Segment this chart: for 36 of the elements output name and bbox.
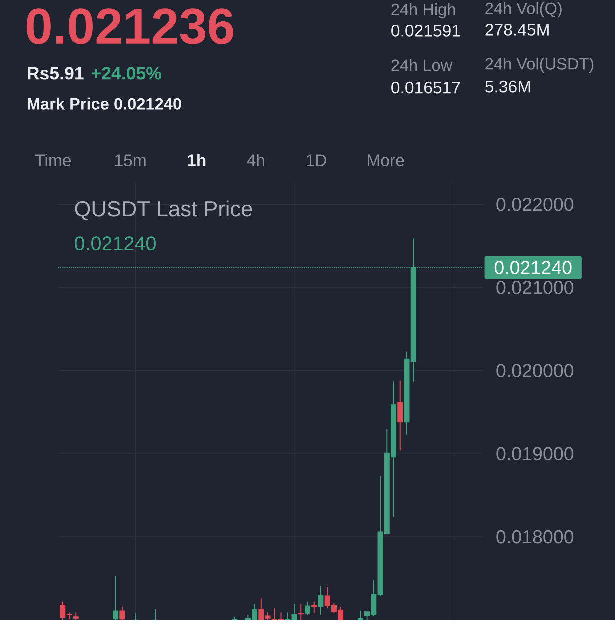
y-tick-label: 0.021000 — [496, 281, 574, 294]
candlestick — [311, 601, 317, 614]
text: Rs5.91 — [28, 67, 84, 80]
text: 0.021236 — [26, 8, 234, 44]
ref-line-label: 0.021240 — [494, 261, 572, 274]
text: 5.36M — [485, 80, 530, 93]
candlestick — [398, 380, 403, 452]
candlestick — [304, 601, 310, 616]
text: QUSDT Last Price — [75, 200, 252, 221]
text: 1D — [306, 154, 326, 166]
text: 0.021240 — [74, 236, 156, 251]
text: 24h Low — [392, 59, 453, 72]
candlestick — [152, 608, 158, 621]
candlestick — [112, 576, 118, 621]
text: 1h — [188, 154, 206, 166]
candlestick — [298, 604, 304, 621]
text: More — [368, 154, 404, 166]
candlestick — [120, 606, 126, 621]
y-tick-label: 0.019000 — [496, 447, 574, 461]
text: 278.45M — [486, 24, 549, 36]
text: 0.021591 — [391, 24, 460, 37]
text: 4h — [247, 154, 264, 166]
text: Mark Price 0.021240 — [28, 98, 182, 110]
y-tick-label: 0.022000 — [496, 198, 574, 212]
text: 0.016517 — [391, 82, 460, 94]
y-tick-label: 0.020000 — [496, 364, 574, 378]
candlestick — [132, 613, 138, 621]
candlestick — [358, 610, 364, 621]
text: +24.05% — [92, 67, 162, 80]
text: 24h Vol(USDT) — [486, 58, 594, 74]
text: Time — [35, 154, 71, 166]
candlestick — [318, 586, 324, 616]
text: 15m — [115, 154, 146, 166]
text: 24h Vol(Q) — [486, 2, 562, 18]
y-tick-label: 0.018000 — [496, 530, 574, 544]
text: 24h High — [392, 3, 456, 19]
